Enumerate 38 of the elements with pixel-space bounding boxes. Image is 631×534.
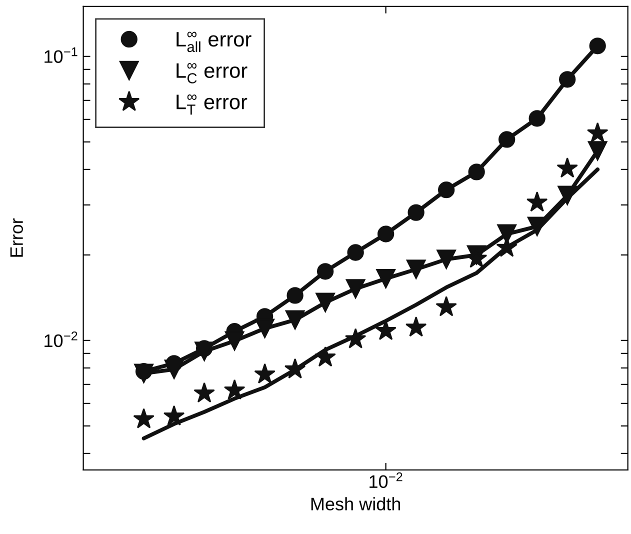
point	[347, 244, 364, 261]
point	[436, 250, 456, 270]
point	[346, 279, 366, 299]
point	[376, 268, 396, 288]
x-axis-title: Mesh width	[311, 497, 400, 510]
point	[254, 363, 276, 384]
point	[316, 292, 336, 312]
point	[224, 331, 244, 351]
y-tick-label: 10$^{−1}$	[44, 47, 78, 63]
legend-label: L$^{∞}$$_{C}$ error	[176, 63, 248, 84]
point	[559, 71, 576, 88]
point	[436, 296, 457, 316]
point	[255, 318, 275, 338]
point	[408, 204, 424, 221]
point	[586, 122, 608, 142]
point	[163, 405, 185, 426]
point	[405, 316, 427, 337]
legend-label: L$^{∞}$$_{all}$ error	[176, 32, 252, 52]
point	[224, 379, 246, 400]
point	[438, 182, 455, 198]
point	[285, 310, 305, 330]
point	[286, 287, 304, 304]
point	[406, 260, 426, 280]
point	[528, 110, 546, 127]
point	[133, 408, 154, 428]
point	[588, 141, 608, 161]
y-axis-title: Error	[10, 218, 23, 257]
point	[526, 191, 548, 212]
point	[589, 38, 606, 54]
point	[468, 164, 485, 180]
point	[134, 364, 154, 384]
point	[194, 382, 215, 402]
point	[377, 226, 394, 242]
legend-label: L$^{∞}$$_{T}$ error	[176, 94, 248, 115]
point	[498, 131, 516, 148]
point	[556, 157, 578, 178]
point	[164, 360, 184, 380]
point	[316, 263, 334, 280]
